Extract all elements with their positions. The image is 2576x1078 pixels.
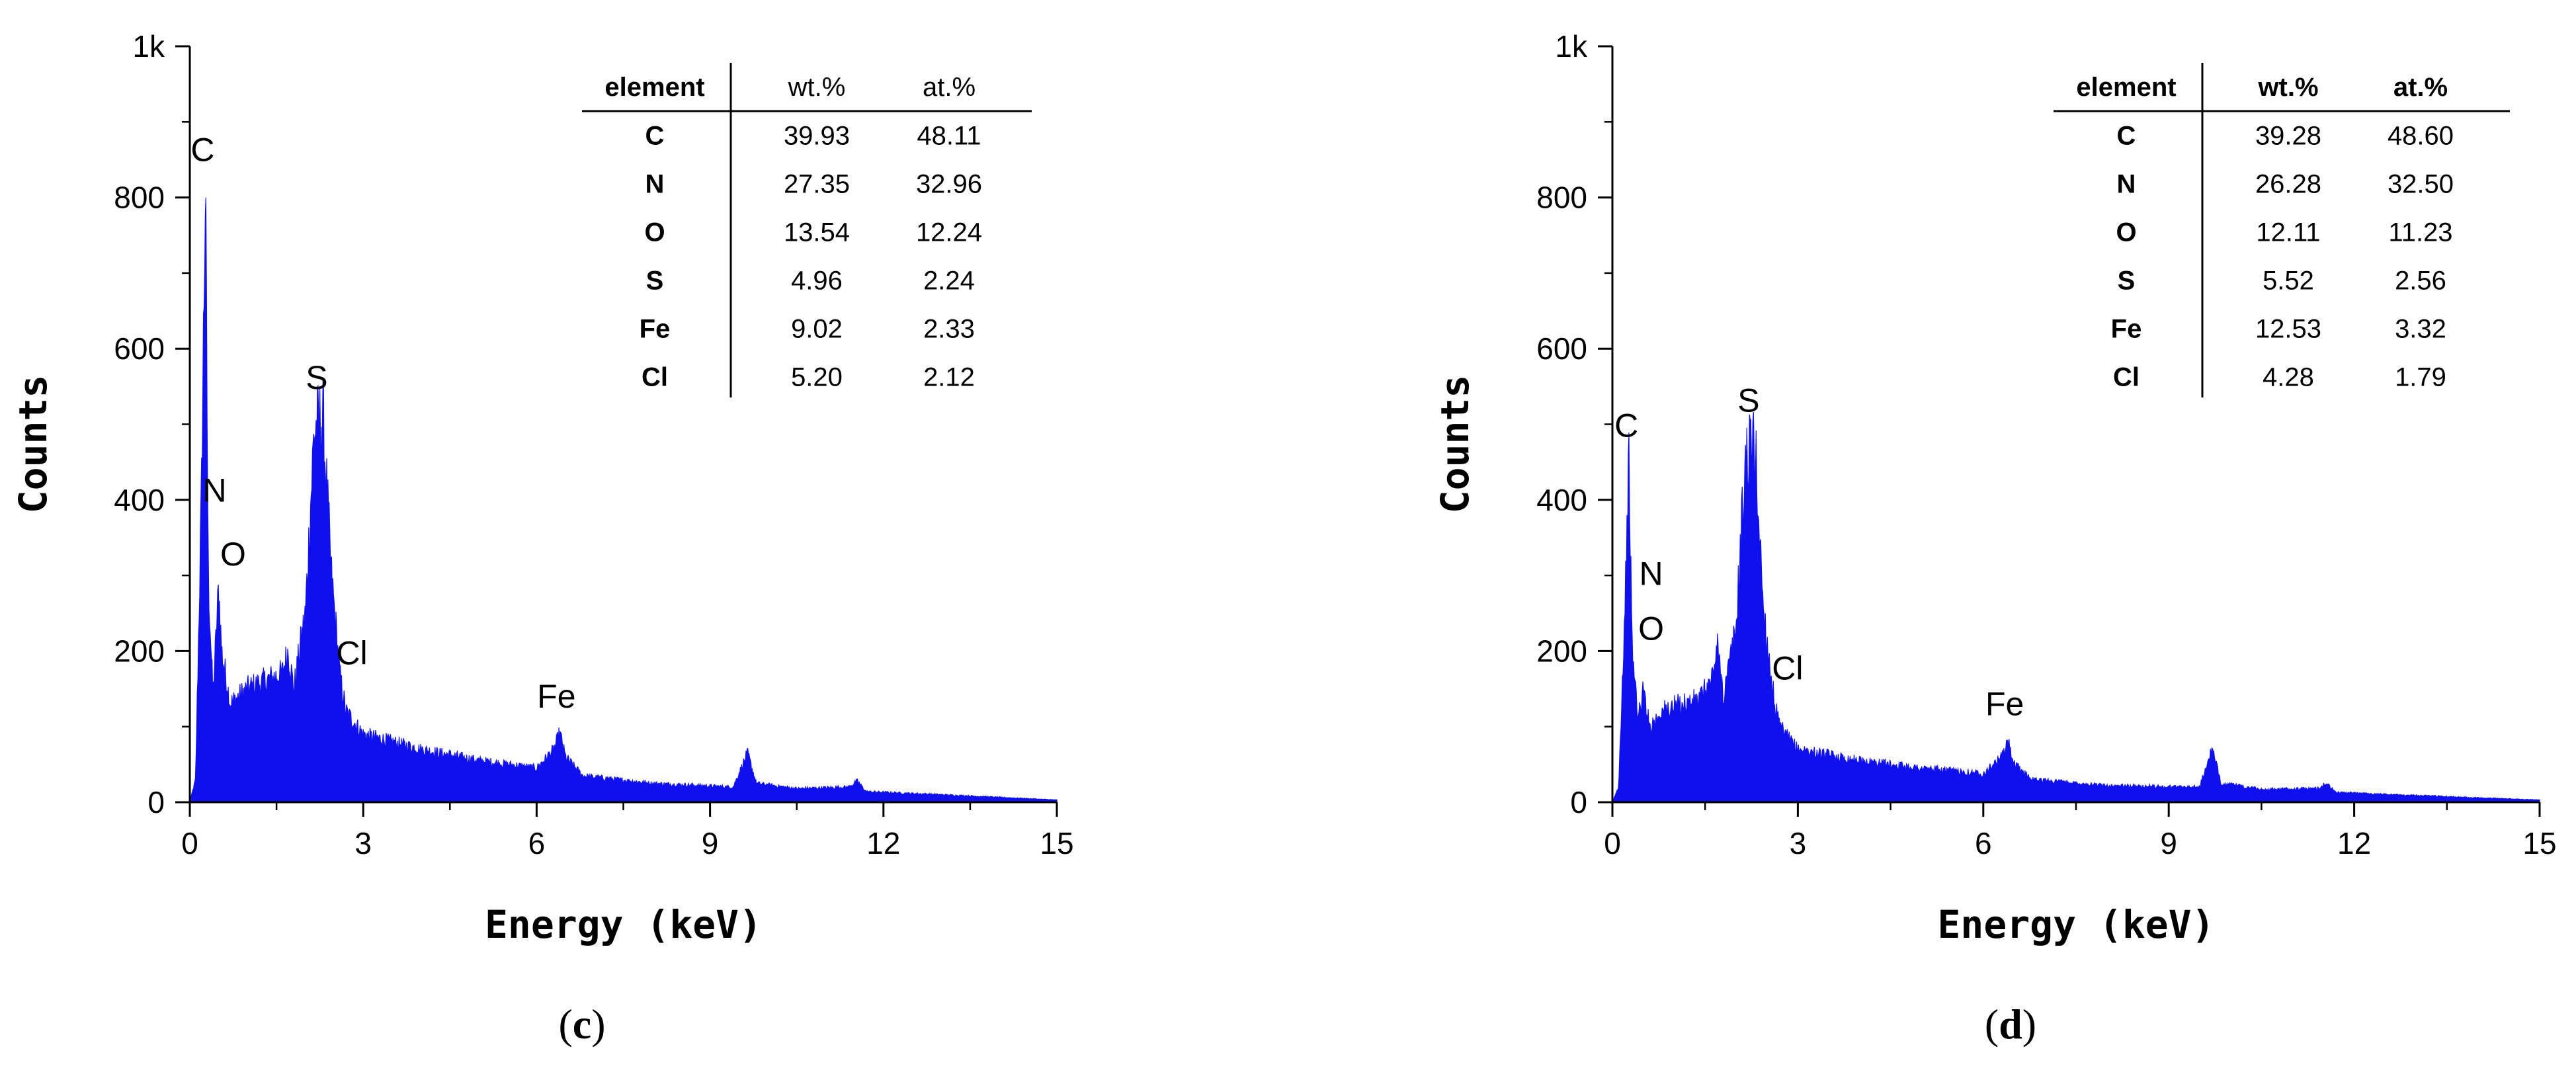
table-value-cell: 5.52	[2263, 267, 2314, 296]
x-tick-label: 9	[702, 826, 719, 860]
y-tick-label: 200	[1536, 634, 1587, 668]
table-element-cell: N	[2117, 170, 2136, 199]
table-header-0: element	[2076, 73, 2176, 102]
panel-label-open-paren: (	[1985, 1001, 1999, 1048]
peak-label-fe: Fe	[537, 678, 575, 715]
table-value-cell: 12.11	[2256, 218, 2320, 247]
x-tick-label: 6	[528, 826, 546, 860]
peak-label-n: N	[203, 472, 227, 509]
peak-label-s: S	[306, 359, 327, 396]
x-tick-label: 6	[1975, 826, 1992, 860]
table-value-cell: 27.35	[784, 170, 850, 199]
table-element-cell: O	[2116, 218, 2136, 247]
y-tick-label: 0	[147, 785, 165, 819]
y-tick-label: 400	[1536, 483, 1587, 517]
y-tick-label: 600	[114, 331, 165, 366]
x-tick-label: 9	[2160, 826, 2177, 860]
y-tick-label: 800	[114, 181, 165, 215]
table-value-cell: 32.50	[2388, 170, 2454, 199]
table-header-2: at.%	[923, 73, 976, 102]
panel-label-close-paren: )	[591, 1001, 605, 1048]
peak-label-cl: Cl	[1772, 649, 1803, 686]
table-value-cell: 4.28	[2263, 363, 2314, 392]
table-element-cell: O	[644, 218, 665, 247]
table-element-cell: Fe	[2111, 315, 2142, 344]
table-header-1: wt.%	[788, 73, 846, 102]
panel-label-open-paren: (	[558, 1001, 572, 1048]
table-value-cell: 1.79	[2395, 363, 2446, 392]
table-value-cell: 39.93	[784, 122, 850, 151]
table-element-cell: Fe	[640, 315, 671, 344]
panel-label: (d)	[1985, 1001, 2036, 1048]
peak-label-cl: Cl	[336, 634, 367, 671]
x-tick-label: 0	[1604, 826, 1621, 860]
table-element-cell: Cl	[642, 363, 668, 392]
table-header-0: element	[604, 73, 704, 102]
table-value-cell: 48.11	[917, 122, 981, 151]
x-axis-title: Energy (keV)	[1937, 902, 2214, 947]
eds-panel-d: 0 3 6 9 12 15 0 200 400 600 800 1k Energy (keV) Count…	[1433, 29, 2557, 1048]
peak-label-n: N	[1640, 555, 1663, 592]
x-tick-label: 12	[866, 826, 900, 860]
eds-panel-c: 0 3 6 9 12 15 0 200 400 600 800 1k Energy (keV) Count…	[11, 29, 1074, 1048]
table-value-cell: 12.53	[2255, 315, 2321, 344]
y-axis-title: Counts	[1433, 375, 1477, 514]
y-tick-label: 800	[1536, 181, 1587, 215]
x-tick-label: 3	[1790, 826, 1807, 860]
table-value-cell: 11.23	[2388, 218, 2452, 247]
y-tick-label: 600	[1536, 331, 1587, 366]
table-element-cell: C	[645, 122, 665, 151]
table-header-2: at.%	[2393, 73, 2448, 102]
table-value-cell: 2.24	[923, 267, 975, 296]
x-tick-label: 12	[2337, 826, 2371, 860]
table-element-cell: N	[645, 170, 665, 199]
y-tick-label: 1k	[1555, 29, 1588, 63]
peak-label-c: C	[1614, 407, 1638, 444]
table-value-cell: 32.96	[916, 170, 982, 199]
y-tick-label: 0	[1570, 785, 1587, 819]
table-value-cell: 12.24	[916, 218, 982, 247]
table-element-cell: Cl	[2113, 363, 2140, 392]
table-value-cell: 5.20	[791, 363, 843, 392]
table-value-cell: 26.28	[2255, 170, 2321, 199]
table-value-cell: 2.12	[923, 363, 975, 392]
table-value-cell: 2.33	[923, 315, 975, 344]
table-value-cell: 4.96	[791, 267, 843, 296]
table-value-cell: 9.02	[791, 315, 843, 344]
peak-label-s: S	[1737, 382, 1759, 419]
y-tick-label: 200	[114, 634, 165, 668]
y-tick-label: 400	[114, 483, 165, 517]
table-value-cell: 2.56	[2395, 267, 2446, 296]
table-value-cell: 3.32	[2395, 315, 2446, 344]
panel-label-letter: d	[1999, 1001, 2022, 1048]
panel-label-letter: c	[573, 1001, 591, 1048]
panel-label: (c)	[558, 1001, 605, 1048]
table-element-cell: C	[2117, 122, 2136, 151]
table-header-1: wt.%	[2257, 73, 2318, 102]
panel-label-close-paren: )	[2022, 1001, 2036, 1048]
y-axis-title: Counts	[11, 375, 56, 514]
x-tick-label: 0	[181, 826, 198, 860]
x-axis-title: Energy (keV)	[485, 902, 762, 947]
x-tick-label: 3	[354, 826, 372, 860]
peak-label-c: C	[190, 131, 214, 168]
y-tick-label: 1k	[132, 29, 165, 63]
peak-label-o: O	[220, 536, 246, 573]
spectrum-area	[1612, 411, 2540, 803]
table-value-cell: 13.54	[784, 218, 850, 247]
peak-label-fe: Fe	[1985, 686, 2024, 723]
table-value-cell: 39.28	[2255, 122, 2321, 151]
x-tick-label: 15	[2522, 826, 2556, 860]
peak-label-o: O	[1638, 610, 1664, 647]
table-element-cell: S	[2118, 267, 2136, 296]
spectrum-area	[189, 197, 1058, 803]
table-value-cell: 48.60	[2388, 122, 2454, 151]
table-element-cell: S	[646, 267, 664, 296]
x-tick-label: 15	[1040, 826, 1073, 860]
